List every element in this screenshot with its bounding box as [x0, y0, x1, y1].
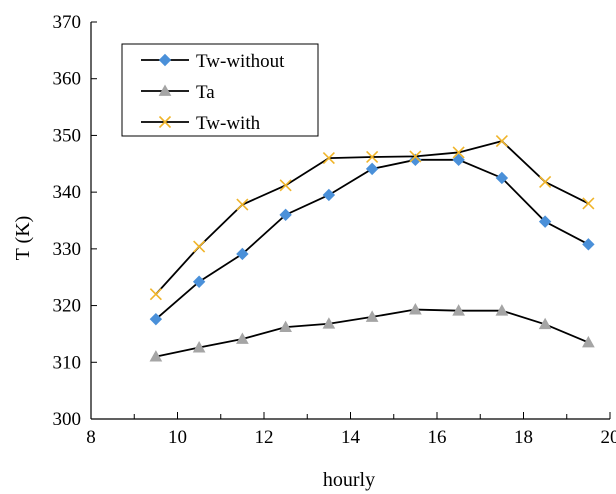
y-tick-label: 360 [53, 69, 82, 90]
y-axis-title: T (K) [12, 216, 34, 261]
marker-x-stroke [409, 150, 422, 163]
series-tw-with [149, 135, 595, 301]
data-point-ta [365, 310, 379, 322]
x-tick-label: 12 [255, 427, 274, 448]
data-point-tw-without [495, 171, 509, 185]
y-tick-label: 300 [53, 409, 82, 430]
data-point-tw-without [365, 162, 379, 176]
y-tick-label: 320 [53, 296, 82, 317]
data-point-tw-without [149, 312, 163, 326]
data-point-tw-with [193, 240, 206, 253]
legend-entry-tw-without: Tw-without [141, 51, 285, 72]
data-point-tw-with [582, 197, 595, 210]
data-point-tw-without [192, 275, 206, 288]
x-tick-label: 16 [428, 427, 447, 448]
x-tick-label: 20 [601, 427, 616, 448]
data-point-tw-without [538, 215, 552, 228]
data-point-ta [279, 320, 292, 333]
marker-x-stroke [582, 197, 595, 210]
data-point-tw-with [495, 135, 508, 148]
data-point-tw-with [236, 198, 249, 211]
y-tick-label: 340 [53, 182, 82, 203]
x-axis-title: hourly [323, 469, 375, 491]
legend: Tw-without Ta Tw-with [121, 43, 319, 137]
data-point-tw-with [539, 175, 552, 188]
legend-marker-ta [158, 84, 172, 96]
data-point-tw-with [452, 146, 465, 159]
marker-x-stroke [193, 240, 206, 253]
legend-marker-tw-without [158, 53, 172, 67]
data-point-ta [452, 304, 465, 316]
data-point-tw-with [366, 150, 379, 164]
data-point-tw-without [236, 247, 249, 261]
series-tw-without [149, 153, 595, 326]
y-tick-label: 330 [53, 239, 82, 260]
x-tick-label: 8 [86, 427, 96, 448]
y-tick-label: 370 [53, 12, 82, 33]
marker-x-stroke [366, 150, 379, 164]
marker-x-stroke [149, 288, 162, 301]
data-point-ta [236, 332, 249, 344]
marker-x-stroke [495, 135, 508, 148]
y-tick-label: 350 [53, 125, 82, 146]
data-point-ta [582, 335, 595, 348]
marker-x-stroke [322, 152, 335, 165]
x-tick-label: 14 [341, 427, 361, 448]
y-tick-label: 310 [53, 352, 82, 373]
data-point-tw-with [149, 288, 162, 301]
data-point-ta [495, 304, 509, 316]
data-point-ta [322, 317, 336, 329]
legend-label-ta: Ta [196, 82, 215, 103]
data-point-tw-without [452, 153, 465, 167]
x-tick-label: 10 [168, 427, 187, 448]
data-point-tw-with [322, 152, 335, 165]
data-point-ta [192, 341, 206, 353]
data-point-ta [409, 303, 422, 315]
data-point-ta [149, 350, 163, 362]
marker-x-stroke [158, 115, 172, 129]
series-ta [149, 303, 595, 362]
data-point-tw-without [322, 188, 336, 202]
series-group [149, 135, 595, 362]
axes: 300 310 320 330 340 350 360 370 8 10 12 14 16 18 20 [53, 12, 616, 448]
x-tick-label: 18 [514, 427, 533, 448]
legend-marker-tw-with [158, 115, 172, 129]
marker-x-stroke [279, 179, 292, 192]
marker-x-stroke [452, 146, 465, 159]
marker-x-stroke [539, 175, 552, 188]
marker-x-stroke [236, 198, 249, 211]
legend-label-tw-without: Tw-without [196, 51, 285, 72]
legend-entry-tw-with: Tw-with [141, 113, 261, 134]
data-point-ta [538, 317, 552, 330]
legend-entry-ta: Ta [141, 82, 215, 103]
data-point-tw-without [582, 238, 595, 251]
legend-label-tw-with: Tw-with [196, 113, 261, 134]
data-point-tw-with [279, 179, 292, 192]
data-point-tw-with [409, 150, 422, 163]
data-point-tw-without [279, 208, 292, 222]
series-line-tw-without [155, 158, 589, 320]
